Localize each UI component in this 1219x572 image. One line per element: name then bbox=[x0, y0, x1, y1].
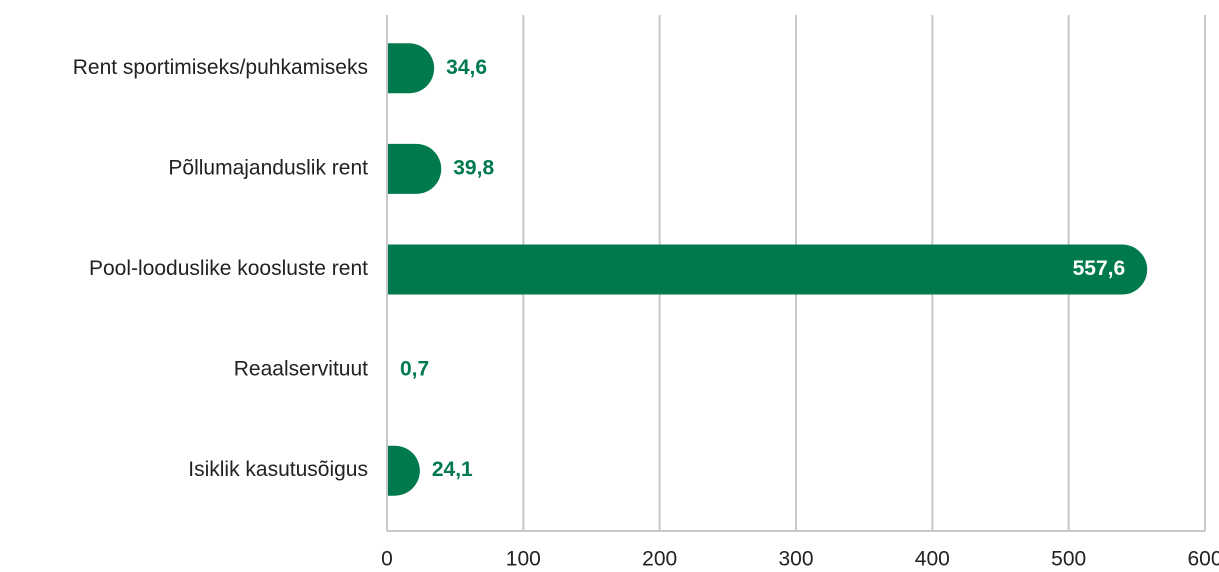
x-tick-label: 500 bbox=[1051, 548, 1086, 571]
y-tick-label: Rent sportimiseks/puhkamiseks bbox=[73, 56, 368, 79]
value-label: 557,6 bbox=[1073, 257, 1126, 280]
value-label: 34,6 bbox=[446, 56, 487, 79]
x-tick-label: 300 bbox=[778, 548, 813, 571]
value-label: 24,1 bbox=[432, 458, 473, 481]
y-tick-label: Reaalservituut bbox=[234, 358, 368, 381]
value-label: 39,8 bbox=[453, 156, 494, 179]
x-tick-label: 0 bbox=[381, 548, 393, 571]
y-tick-label: Isiklik kasutusõigus bbox=[188, 458, 368, 481]
value-label: 0,7 bbox=[400, 358, 429, 381]
bar bbox=[387, 43, 435, 94]
y-tick-label: Põllumajanduslik rent bbox=[168, 156, 368, 179]
x-tick-label: 400 bbox=[915, 548, 950, 571]
y-tick-label: Pool-looduslike koosluste rent bbox=[89, 257, 368, 280]
x-tick-label: 200 bbox=[642, 548, 677, 571]
x-tick-label: 100 bbox=[506, 548, 541, 571]
bar bbox=[387, 244, 1148, 295]
bar bbox=[387, 445, 420, 496]
bar bbox=[387, 143, 442, 194]
x-tick-label: 600 bbox=[1187, 548, 1219, 571]
